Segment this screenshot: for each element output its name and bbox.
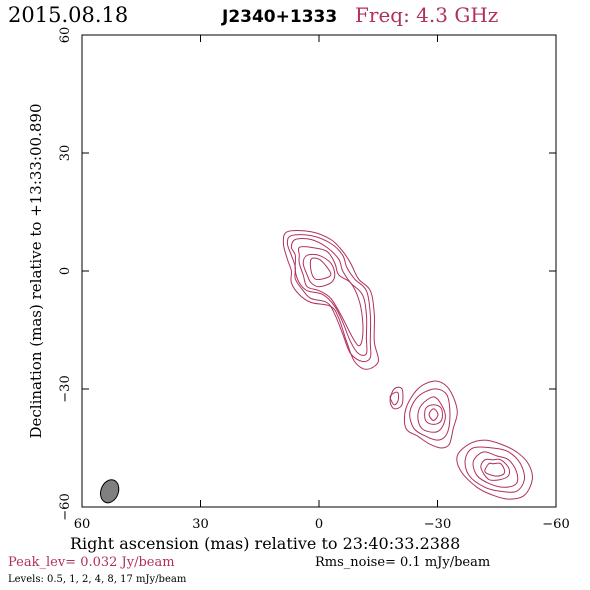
observation-date: 2015.08.18 (8, 3, 128, 27)
y-tick-label: 0 (58, 267, 73, 275)
x-tick-label: −60 (542, 517, 569, 532)
contour-knot-level-2 (389, 391, 400, 406)
x-tick-labels: 60 30 0 −30 −60 (74, 517, 570, 532)
contour-layer (282, 229, 533, 500)
y-tick-label: 60 (58, 27, 73, 44)
x-tick-label: 60 (74, 517, 91, 532)
beam-layer (100, 479, 120, 504)
contour-core-jet-level-6 (309, 257, 332, 281)
contour-outer-lobe-level-1 (456, 439, 533, 500)
contour-middle-component-level-2 (409, 388, 451, 441)
contour-knot-level-1 (389, 386, 404, 410)
contour-core-jet-level-1 (282, 229, 380, 370)
y-tick-label: −30 (58, 375, 73, 402)
beam-ellipse (100, 479, 120, 504)
frequency-label: Freq: 4.3 GHz (355, 3, 498, 27)
contour-middle-component-level-1 (403, 380, 458, 449)
y-tick-labels: −60 −30 0 30 60 (58, 27, 73, 521)
contour-core-jet-level-2 (286, 234, 372, 363)
contour-outer-lobe-level-2 (464, 446, 526, 493)
x-tick-label: 0 (315, 517, 323, 532)
contour-levels: Levels: 0.5, 1, 2, 4, 8, 17 mJy/beam (8, 574, 187, 585)
x-tick-label: −30 (424, 517, 451, 532)
contour-outer-lobe-level-3 (472, 451, 519, 488)
source-name: J2340+1333 (221, 7, 337, 27)
contour-core-jet-level-5 (302, 253, 336, 288)
y-tick-label: 30 (58, 145, 73, 162)
contour-outer-lobe-level-5 (484, 462, 506, 477)
contour-middle-component-level-3 (417, 396, 446, 433)
y-tick-label: −60 (58, 493, 73, 520)
axis-ticks (81, 34, 557, 508)
rms-noise: Rms_noise= 0.1 mJy/beam (315, 555, 490, 570)
x-axis-label: Right ascension (mas) relative to 23:40:… (70, 534, 460, 553)
contour-middle-component-level-4 (424, 404, 443, 425)
contour-core-jet-level-3 (290, 238, 368, 356)
peak-level: Peak_lev= 0.032 Jy/beam (8, 555, 175, 570)
x-tick-label: 30 (192, 517, 209, 532)
contour-core-jet-level-4 (297, 246, 364, 347)
contour-outer-lobe-level-4 (480, 458, 511, 481)
contour-middle-component-level-5 (428, 408, 439, 422)
y-axis-label: Declination (mas) relative to +13:33:00.… (27, 103, 45, 438)
plot-frame (81, 34, 557, 508)
